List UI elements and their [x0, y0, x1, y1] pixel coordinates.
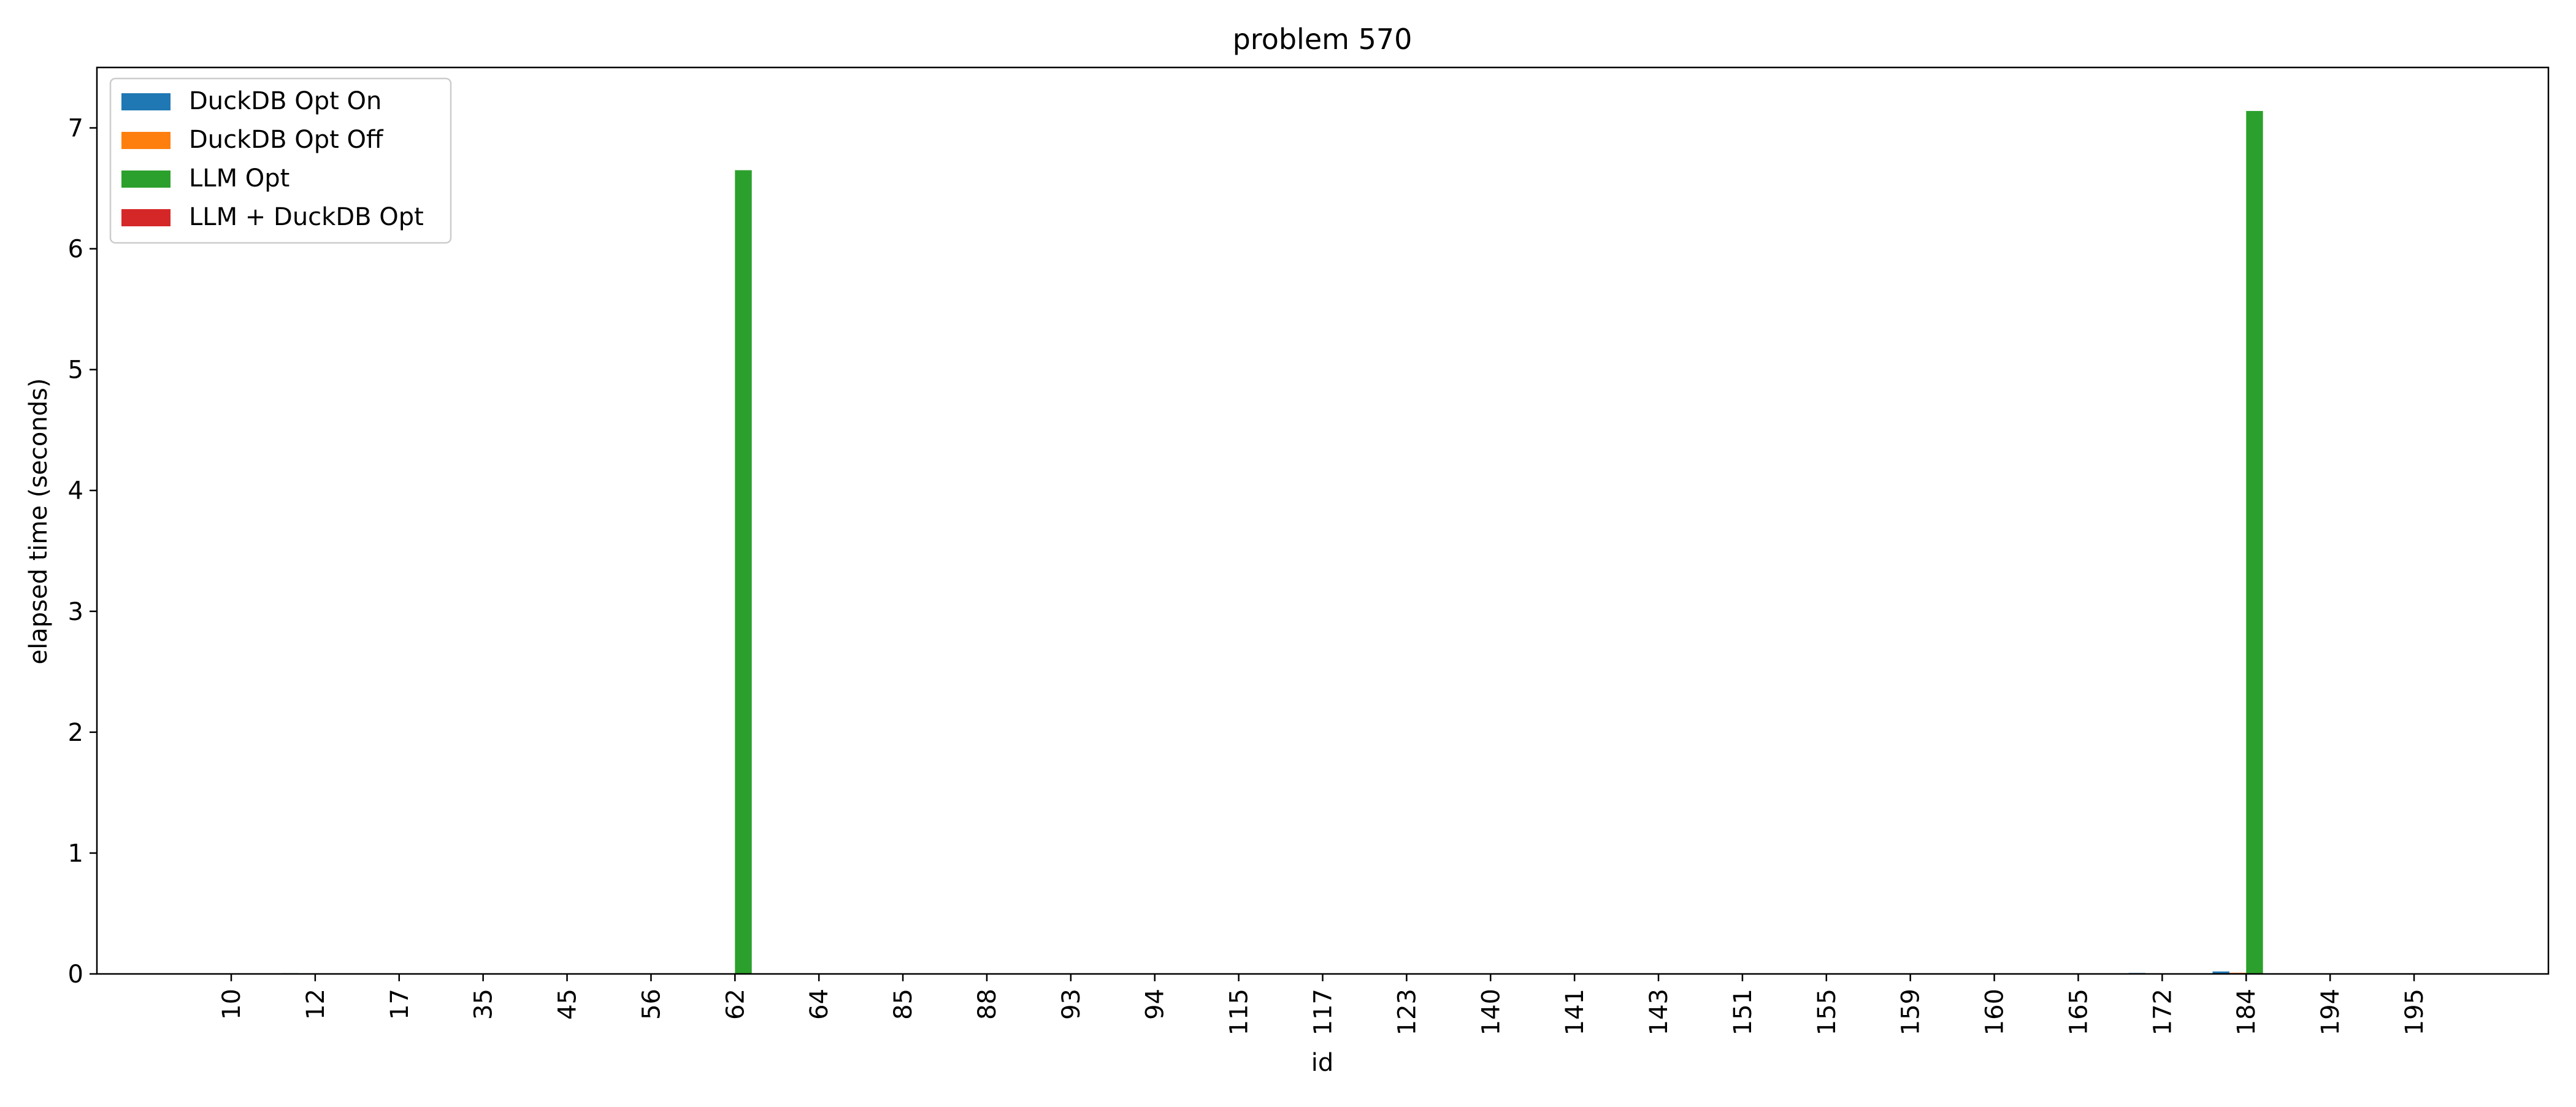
x-tick-label: 123	[1393, 989, 1421, 1035]
x-tick-label: 115	[1225, 989, 1254, 1035]
y-tick-label: 4	[68, 477, 83, 505]
legend-label: DuckDB Opt Off	[189, 126, 384, 154]
x-tick-label: 64	[805, 989, 834, 1020]
x-tick-label: 10	[218, 989, 246, 1020]
x-tick-label: 12	[302, 989, 330, 1020]
y-tick-label: 6	[68, 236, 83, 264]
x-tick-label: 155	[1813, 989, 1841, 1035]
bar-duckdb-opt-on-184	[2212, 971, 2229, 974]
x-tick-label: 94	[1141, 989, 1170, 1020]
legend: DuckDB Opt On DuckDB Opt Off LLM Opt LLM + …	[109, 77, 452, 244]
y-tick-label: 7	[68, 115, 83, 143]
legend-box	[109, 77, 452, 244]
x-tick-label: 159	[1897, 989, 1925, 1035]
x-tick-label: 56	[637, 989, 665, 1020]
y-tick-label: 2	[68, 719, 83, 747]
legend-swatch	[121, 93, 171, 110]
x-tick-label: 195	[2401, 989, 2429, 1035]
x-tick-label: 160	[1981, 989, 2009, 1035]
x-tick-label: 88	[973, 989, 1002, 1020]
y-tick-label: 1	[68, 840, 83, 868]
y-tick-label: 0	[68, 960, 83, 989]
chart-title: problem 570	[1233, 23, 1413, 56]
x-tick-label: 117	[1309, 989, 1338, 1035]
x-tick-label: 140	[1477, 989, 1505, 1035]
x-tick-label: 62	[721, 989, 749, 1020]
x-axis-label: id	[1311, 1049, 1334, 1077]
x-tick-label: 17	[386, 989, 414, 1020]
legend-label: DuckDB Opt On	[189, 87, 381, 115]
y-tick-label: 5	[68, 356, 83, 385]
legend-swatch	[121, 132, 171, 149]
bar-llm-opt-184	[2246, 110, 2263, 975]
y-axis-label: elapsed time (seconds)	[25, 378, 53, 665]
x-tick-label: 151	[1729, 989, 1757, 1035]
x-tick-label: 165	[2064, 989, 2093, 1035]
bar-llm-opt-62	[735, 170, 752, 974]
x-tick-label: 141	[1561, 989, 1589, 1035]
x-tick-label: 194	[2317, 989, 2345, 1035]
x-tick-label: 35	[470, 989, 498, 1020]
legend-swatch	[121, 170, 171, 188]
x-tick-label: 85	[889, 989, 918, 1020]
x-tick-label: 45	[554, 989, 582, 1020]
legend-label: LLM Opt	[189, 164, 289, 193]
x-tick-label: 93	[1057, 989, 1086, 1020]
x-tick-label: 184	[2233, 989, 2261, 1035]
y-tick-label: 3	[68, 598, 83, 626]
x-tick-label: 143	[1645, 989, 1673, 1035]
legend-label: LLM + DuckDB Opt	[189, 203, 424, 231]
legend-swatch	[121, 209, 171, 226]
x-tick-label: 172	[2149, 989, 2177, 1035]
